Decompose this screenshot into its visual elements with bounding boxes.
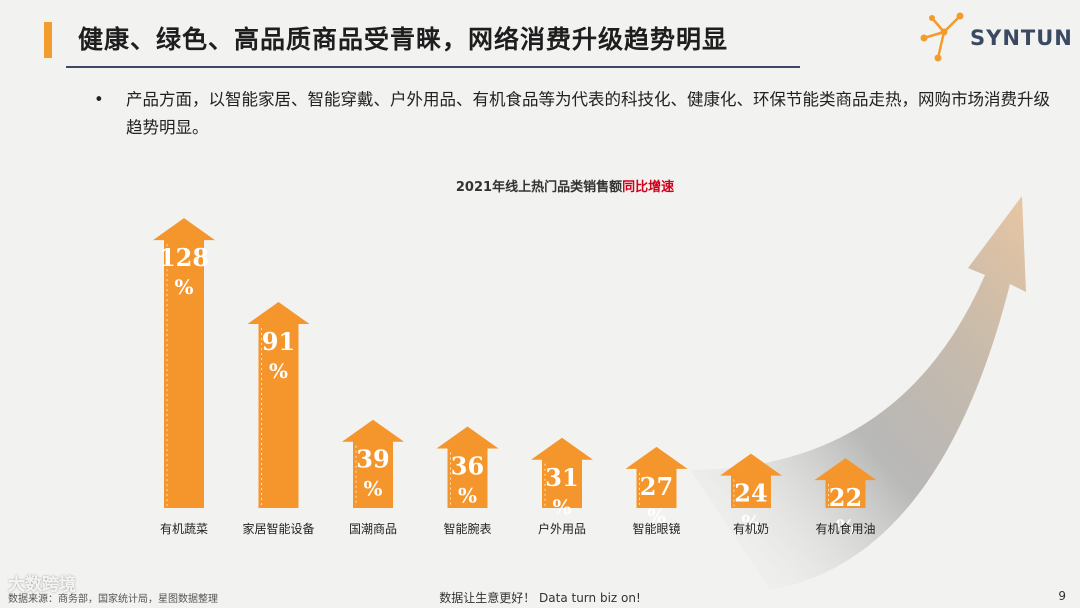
category-label-5: 智能眼镜 xyxy=(632,521,680,536)
category-label-1: 家居智能设备 xyxy=(242,521,314,536)
page-title: 健康、绿色、高品质商品受青睐，网络消费升级趋势明显 xyxy=(78,25,729,54)
category-label-0: 有机蔬菜 xyxy=(160,522,208,536)
bar-arrow-2 xyxy=(342,419,404,508)
watermark: 大数跨境 xyxy=(8,575,76,595)
bar-arrow-1 xyxy=(247,301,310,508)
category-label-4: 户外用品 xyxy=(538,521,586,536)
chart-title: 2021年线上热门品类销售额同比增速 xyxy=(0,176,1080,195)
bullet-dot: • xyxy=(94,90,104,109)
bar-value-label-3: 36 xyxy=(451,451,484,480)
logo-text: SYNTUN xyxy=(970,26,1073,50)
bar-value-label-1: 91 xyxy=(262,327,295,356)
data-source: 数据来源：商务部，国家统计局，星图数据整理 xyxy=(8,594,218,605)
bar-arrow-7 xyxy=(814,458,877,508)
bar-percent-label-1: % xyxy=(269,359,288,383)
bar-arrow-6 xyxy=(720,453,782,508)
bar-percent-label-3: % xyxy=(458,483,477,507)
category-label-6: 有机奶 xyxy=(733,522,769,536)
page-number: 9 xyxy=(1058,589,1066,603)
bar-arrow-5 xyxy=(625,446,688,508)
category-label-3: 智能腕表 xyxy=(443,521,491,536)
bar-arrow-4 xyxy=(531,437,593,508)
bar-value-label-2: 39 xyxy=(356,445,389,474)
bar-value-label-5: 27 xyxy=(640,472,673,501)
chart-title-main: 2021年线上热门品类销售额 xyxy=(455,180,623,195)
category-label-2: 国潮商品 xyxy=(349,521,397,536)
bullet-point: • 产品方面，以智能家居、智能穿戴、户外用品、有机食品等为代表的科技化、健康化、… xyxy=(94,86,1056,142)
bar-value-label-4: 31 xyxy=(545,463,578,492)
bar-percent-label-4: % xyxy=(552,495,571,519)
bar-percent-label-2: % xyxy=(363,477,382,501)
title-accent-bar xyxy=(44,22,52,58)
bar-percent-label-7: % xyxy=(836,515,855,539)
bullet-text: 产品方面，以智能家居、智能穿戴、户外用品、有机食品等为代表的科技化、健康化、环保… xyxy=(126,90,1050,137)
bar-percent-label-0: % xyxy=(174,275,193,299)
bar-value-label-7: 22 xyxy=(829,483,862,512)
category-label-7: 有机食用油 xyxy=(815,521,875,536)
bars-group: 128% 有机蔬菜 91% 家居智能设备 39% 国潮商品 36% 智能腕表 31% 户外用品 27… xyxy=(153,218,877,539)
chart-title-highlight: 同比增速 xyxy=(622,180,675,195)
syntun-logo-icon xyxy=(920,12,964,62)
bar-percent-label-5: % xyxy=(647,504,666,528)
bar-percent-label-6: % xyxy=(741,511,760,535)
bar-value-label-6: 24 xyxy=(734,479,767,508)
bar-arrow-3 xyxy=(436,426,499,508)
title-divider xyxy=(66,66,800,68)
bar-value-label-0: 128 xyxy=(159,243,209,272)
trend-swoosh-arrow xyxy=(690,196,1026,590)
footer-slogan: 数据让生意更好！ Data turn biz on! xyxy=(439,591,641,605)
bar-arrow-0 xyxy=(153,218,215,508)
